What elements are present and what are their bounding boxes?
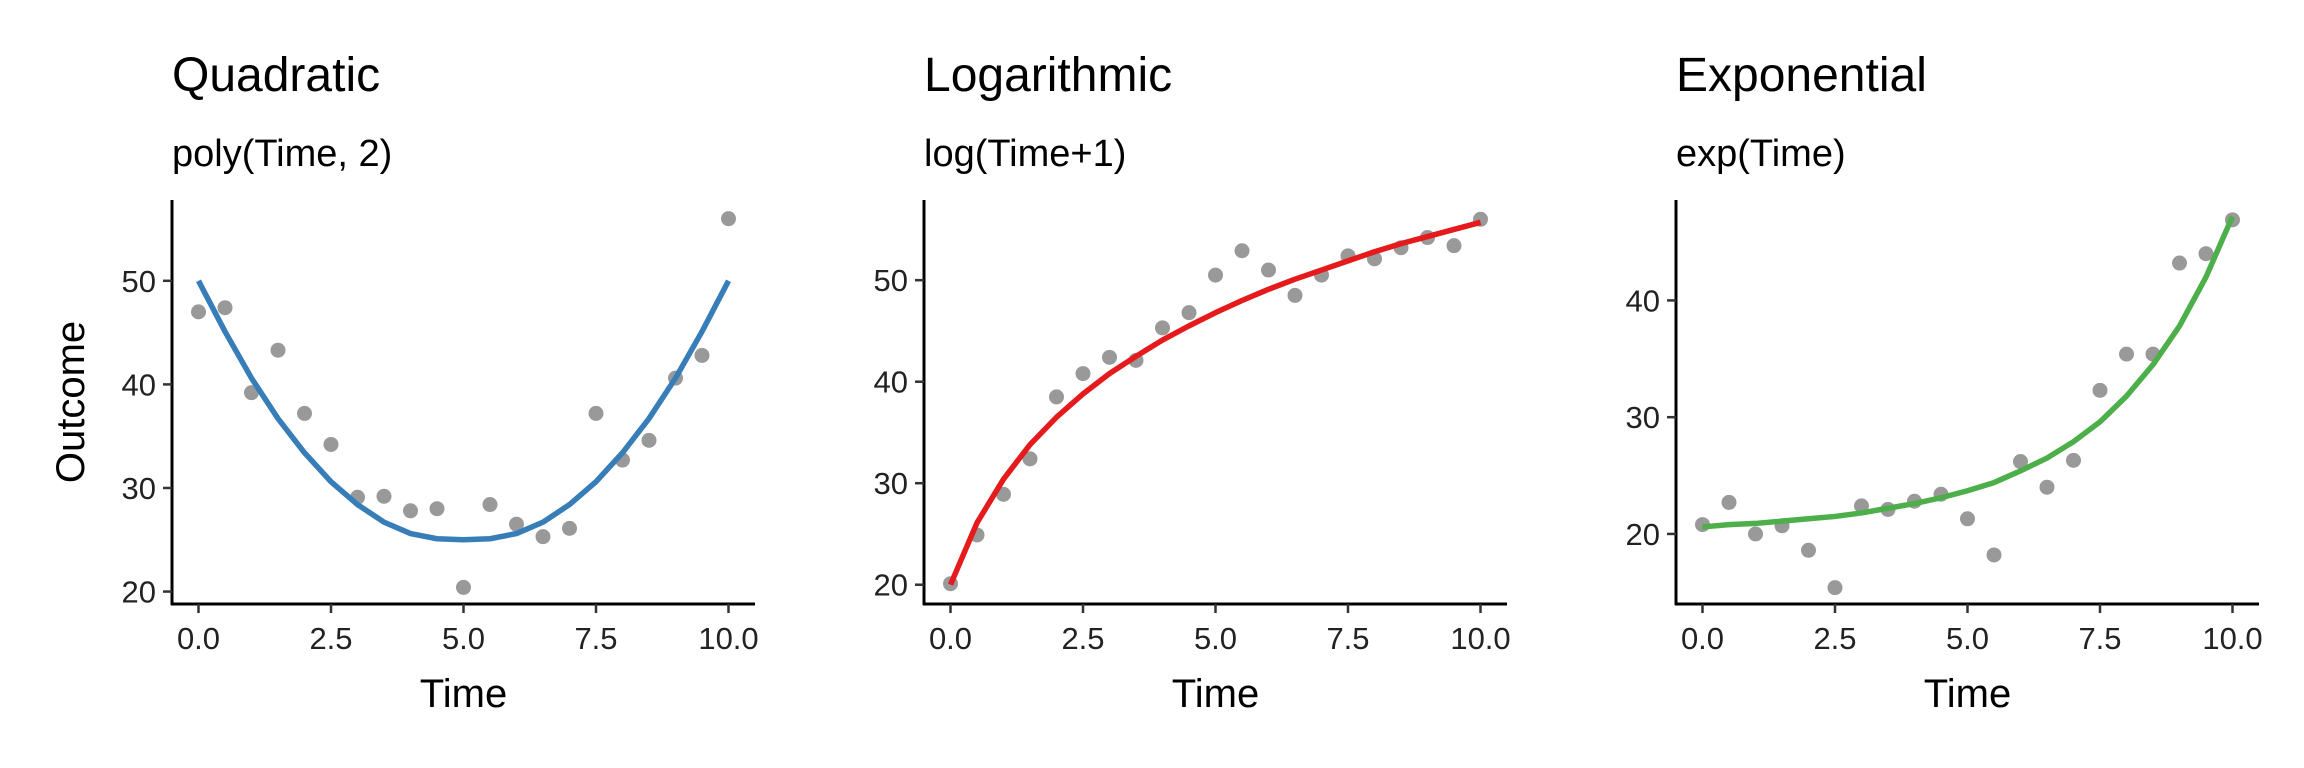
- fit-line: [1702, 215, 2236, 530]
- data-point: [1287, 287, 1303, 303]
- data-point: [1155, 320, 1170, 336]
- x-axis-title: Time: [1172, 672, 1259, 716]
- y-tick-label: 20: [1626, 517, 1660, 552]
- data-point: [456, 579, 471, 595]
- data-point: [1022, 451, 1038, 467]
- data-point: [1075, 366, 1091, 382]
- fit-line: [196, 279, 731, 543]
- y-tick-label: 30: [122, 471, 156, 506]
- data-point: [2039, 479, 2055, 495]
- data-points: [943, 211, 1488, 592]
- x-tick-label: 0.0: [177, 621, 220, 656]
- data-point: [2066, 452, 2081, 468]
- data-point: [297, 405, 312, 421]
- data-point: [1960, 511, 1975, 527]
- data-point: [1102, 349, 1117, 365]
- x-tick-label: 0.0: [1681, 621, 1724, 656]
- panel-title: Exponential: [1676, 49, 1927, 102]
- data-point: [1721, 494, 1737, 510]
- panel-subtitle: poly(Time, 2): [172, 133, 392, 175]
- data-point: [1801, 542, 1816, 558]
- x-tick-label: 7.5: [574, 621, 617, 656]
- y-tick-label: 30: [1626, 400, 1660, 435]
- x-tick-label: 10.0: [698, 621, 758, 656]
- data-point: [1049, 389, 1064, 405]
- data-point: [1234, 243, 1250, 259]
- data-point: [1986, 547, 2002, 563]
- data-point: [403, 503, 418, 519]
- x-tick-label: 10.0: [1450, 621, 1510, 656]
- x-tick-label: 5.0: [1946, 621, 1989, 656]
- data-point: [1181, 305, 1197, 321]
- data-point: [244, 385, 259, 401]
- panel-title: Quadratic: [172, 49, 380, 102]
- y-tick-label: 20: [874, 568, 908, 603]
- data-point: [721, 211, 736, 227]
- y-axis-title: Outcome: [49, 321, 93, 483]
- data-point: [2119, 346, 2134, 362]
- data-point: [2172, 255, 2187, 271]
- data-point: [270, 342, 286, 358]
- y-tick-label: 40: [1626, 283, 1660, 318]
- y-tick-label: 40: [122, 367, 156, 402]
- panel-logarithmic: Logarithmic log(Time+1) 0.0 2.5 5.0 7.5 10.0 20…: [874, 49, 1511, 716]
- data-point: [1446, 238, 1462, 254]
- data-points: [191, 211, 736, 595]
- x-tick-label: 0.0: [929, 621, 972, 656]
- x-tick-label: 2.5: [1061, 621, 1104, 656]
- panel-quadratic: Quadratic poly(Time, 2) 0.0 2.5 5.0 7.5 10.0 20…: [49, 49, 759, 716]
- x-tick-label: 7.5: [1326, 621, 1369, 656]
- data-point: [482, 497, 498, 513]
- data-point: [694, 347, 710, 363]
- data-point: [2013, 454, 2028, 470]
- x-tick-label: 7.5: [2078, 621, 2121, 656]
- panel-exponential: Exponential exp(Time) 0.0 2.5 5.0 7.5 10.0 20 30…: [1626, 49, 2263, 716]
- data-point: [562, 520, 577, 536]
- panel-subtitle: exp(Time): [1676, 133, 1846, 175]
- x-tick-label: 5.0: [1194, 621, 1237, 656]
- data-point: [1748, 526, 1763, 542]
- data-point: [535, 529, 551, 545]
- x-tick-label: 2.5: [309, 621, 352, 656]
- x-tick-label: 10.0: [2202, 621, 2262, 656]
- data-point: [588, 405, 604, 421]
- data-point: [1827, 580, 1843, 596]
- data-points: [1695, 212, 2240, 596]
- data-point: [376, 488, 392, 504]
- panel-title: Logarithmic: [924, 49, 1172, 102]
- y-tick-label: 50: [122, 264, 156, 299]
- data-point: [1261, 262, 1276, 278]
- data-point: [509, 516, 524, 532]
- y-tick-label: 20: [122, 575, 156, 610]
- data-point: [217, 300, 233, 316]
- x-axis-title: Time: [420, 672, 507, 716]
- fit-line: [947, 219, 1482, 586]
- data-point: [2198, 246, 2214, 262]
- data-point: [2092, 382, 2108, 398]
- data-point: [323, 436, 339, 452]
- data-point: [1208, 267, 1223, 283]
- y-tick-label: 50: [874, 263, 908, 298]
- data-point: [191, 304, 206, 320]
- panel-subtitle: log(Time+1): [924, 133, 1126, 175]
- x-tick-label: 2.5: [1813, 621, 1856, 656]
- data-point: [429, 501, 445, 517]
- x-axis-title: Time: [1924, 672, 2011, 716]
- data-point: [641, 432, 657, 448]
- x-tick-label: 5.0: [442, 621, 485, 656]
- y-tick-label: 40: [874, 365, 908, 400]
- y-tick-label: 30: [874, 466, 908, 501]
